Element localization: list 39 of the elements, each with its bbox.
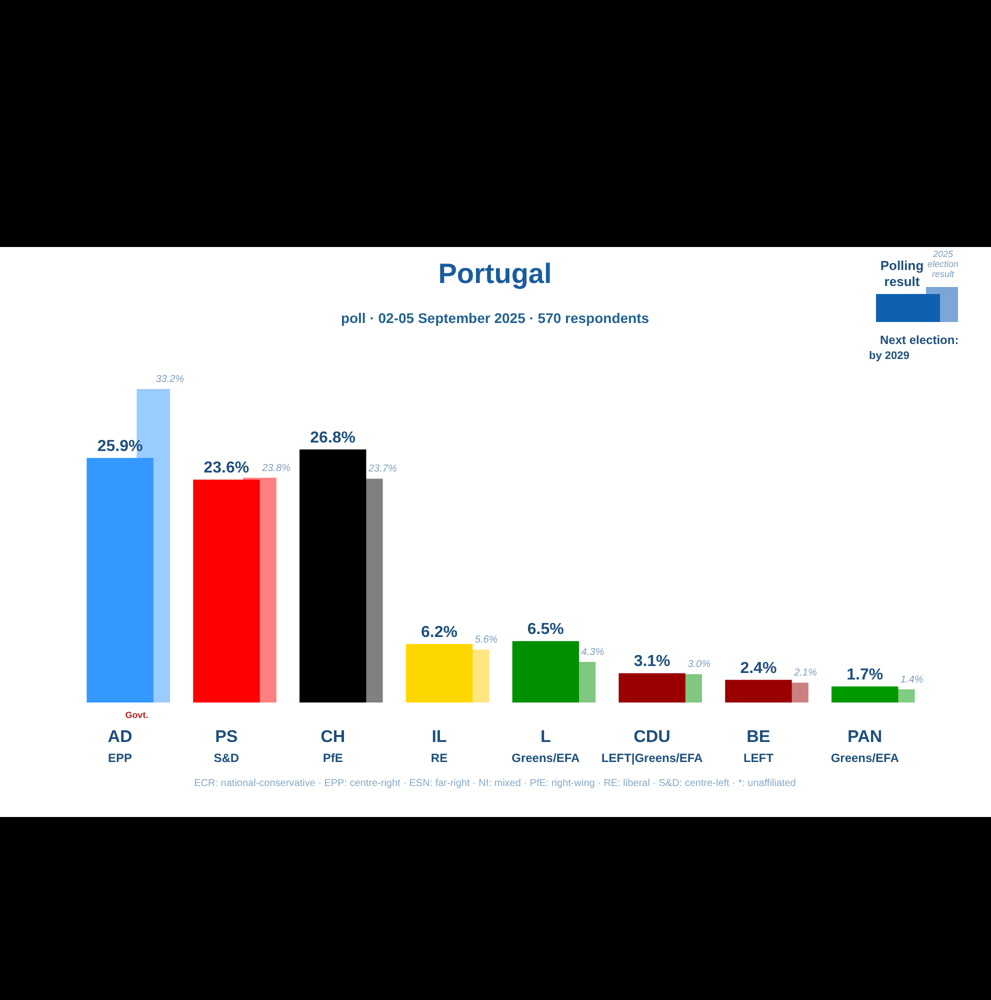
x-tick-label: CH PfE xyxy=(320,727,346,765)
data-label: 23.7% xyxy=(368,464,397,475)
data-label: 5.6% xyxy=(474,634,498,646)
bar xyxy=(832,686,898,702)
data-label: 6.5% xyxy=(527,621,564,638)
x-tick-label: CDU LEFT|Greens/EFA xyxy=(601,727,704,765)
data-label: 2.1% xyxy=(793,668,817,679)
bar xyxy=(86,458,154,702)
x-tick-label: PAN Greens/EFA xyxy=(830,727,900,765)
x-tick-label: AD EPP xyxy=(108,727,132,765)
data-label: 1.4% xyxy=(900,674,924,686)
data-label: 33.2% xyxy=(156,374,184,385)
bar xyxy=(618,673,686,702)
data-label: 4.3% xyxy=(581,646,604,658)
chart-title: Portugal xyxy=(438,258,552,289)
text: Polling result xyxy=(880,258,924,289)
data-label: 23.6% xyxy=(204,460,250,477)
data-label: 2.4% xyxy=(740,660,777,677)
data-label: 1.7% xyxy=(846,666,884,684)
text: 2025 election result xyxy=(927,249,959,279)
data-label: 26.8% xyxy=(310,429,356,446)
text: ECR: national-conservative · EPP: centre-right · ESN: far-right · NI: mixed · PfE: right-wing · RE: liberal · S&D: centre-left · *: unaffiliated xyxy=(194,778,796,789)
chart-subtitle: poll · 02-05 September 2025 · 570 respondents xyxy=(340,310,650,326)
x-tick-label: L Greens/EFA xyxy=(512,727,580,765)
text: Next election: by 2029 xyxy=(869,333,959,362)
data-label: 25.9% xyxy=(97,438,143,455)
data-label: 3.1% xyxy=(634,653,670,670)
data-label: 6.2% xyxy=(421,624,458,641)
x-tick-label: PS S&D xyxy=(214,727,240,765)
data-label: 23.8% xyxy=(261,462,291,474)
text: Govt. xyxy=(125,710,148,720)
bar xyxy=(725,680,792,702)
x-tick-label: IL RE xyxy=(430,727,448,765)
bar xyxy=(512,641,579,702)
data-label: 3.0% xyxy=(688,659,711,670)
bar xyxy=(406,644,473,702)
bar xyxy=(300,449,366,702)
bar xyxy=(193,480,260,702)
x-tick-label: BE LEFT xyxy=(743,727,774,765)
